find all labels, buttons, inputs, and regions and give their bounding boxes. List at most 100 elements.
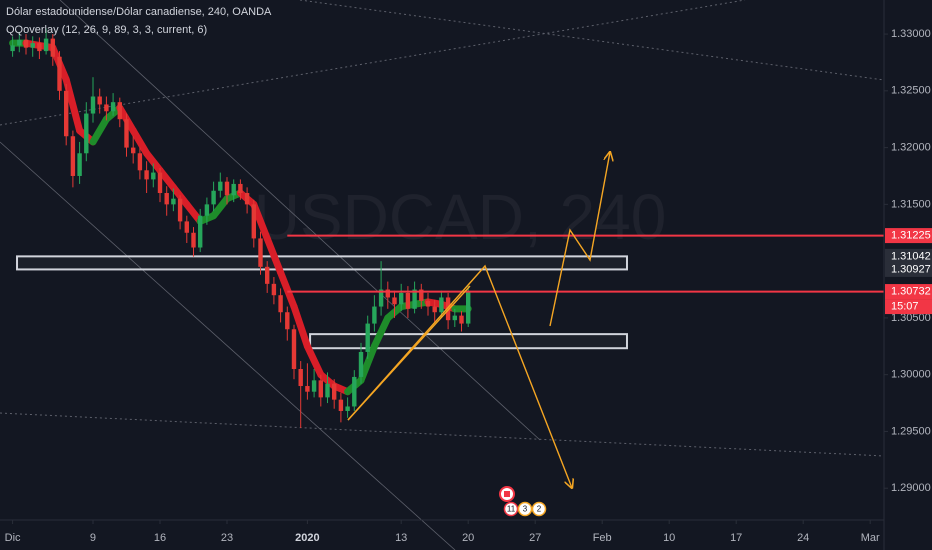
candle-body xyxy=(271,283,277,296)
channel-line xyxy=(0,141,456,550)
x-tick-label: Feb xyxy=(593,532,612,544)
candle-body xyxy=(110,102,116,112)
candle-body xyxy=(398,292,404,305)
y-tick-label: 1.31500 xyxy=(891,198,931,210)
x-tick-label: 23 xyxy=(221,532,233,544)
overlay-segment xyxy=(156,166,177,191)
candle-body xyxy=(318,380,323,398)
candle-body xyxy=(117,102,122,120)
y-tick-label: 1.32500 xyxy=(891,85,931,97)
candle-body xyxy=(445,297,451,321)
x-tick-label: 2020 xyxy=(295,532,319,544)
chart-title: Dólar estadounidense/Dólar canadiense, 2… xyxy=(6,6,272,18)
candle-body xyxy=(251,204,256,239)
candle-body xyxy=(43,38,49,52)
y-tick-label: 1.30000 xyxy=(891,369,931,381)
candle-body xyxy=(218,181,223,191)
y-tick-label: 1.32000 xyxy=(891,142,931,154)
candle-body xyxy=(419,289,424,301)
candle-body xyxy=(231,183,236,196)
x-tick-label: 24 xyxy=(797,532,809,544)
drawings xyxy=(0,0,885,550)
overlay-segment xyxy=(290,303,311,350)
candle-body xyxy=(459,315,464,324)
candle-body xyxy=(50,38,55,57)
candle-body xyxy=(104,104,109,112)
x-tick-label: 17 xyxy=(730,532,742,544)
arrow xyxy=(549,152,610,327)
overlay-segment xyxy=(370,314,392,350)
candle-body xyxy=(157,172,163,194)
candle-body xyxy=(244,193,250,205)
price-tag xyxy=(885,228,932,244)
overlay-segment xyxy=(210,195,231,220)
trend-line xyxy=(0,0,746,126)
event-count: 11 xyxy=(507,505,516,514)
candle-body xyxy=(151,172,156,180)
candle-body xyxy=(372,306,377,324)
arrow xyxy=(347,264,572,488)
candle-body xyxy=(144,170,149,180)
event-badge xyxy=(503,501,519,517)
overlay-segment xyxy=(277,268,298,311)
candle-body xyxy=(191,232,196,248)
x-tick-label: Mar xyxy=(861,532,880,544)
overlay-segment xyxy=(183,200,204,225)
candle-body xyxy=(465,291,471,324)
overlay-segment xyxy=(250,200,271,242)
candle-body xyxy=(311,380,317,392)
candle-body xyxy=(17,39,22,46)
candle-body xyxy=(378,289,384,307)
overlay-segment xyxy=(62,75,84,135)
price-tag-label: 1.30927 xyxy=(891,263,931,275)
candle-body xyxy=(211,190,216,205)
candle-body xyxy=(97,96,102,105)
overlay-segment xyxy=(263,234,285,276)
candle-body xyxy=(405,292,411,309)
channel-line xyxy=(59,0,541,441)
candle-body xyxy=(305,386,310,392)
candle-body xyxy=(184,221,189,233)
candle-body xyxy=(30,43,35,48)
candle-body xyxy=(57,56,62,91)
y-tick-label: 1.30500 xyxy=(891,312,931,324)
trend-line xyxy=(299,0,885,81)
x-tick-label: 27 xyxy=(529,532,541,544)
candle-body xyxy=(385,289,390,298)
candle-body xyxy=(264,266,270,284)
price-tag xyxy=(885,248,932,264)
price-tag xyxy=(885,284,932,300)
candle-body xyxy=(278,295,283,313)
x-tick-label: 9 xyxy=(90,532,96,544)
candle-body xyxy=(84,113,89,154)
candle-body xyxy=(63,90,69,137)
overlay-segment xyxy=(129,127,151,157)
plot-area xyxy=(9,28,884,429)
axes: 1.33000 1.32500 1.32000 1.31500 1.30500 1.300… xyxy=(5,28,932,544)
candle-body xyxy=(412,289,417,309)
candle-body xyxy=(23,39,29,48)
zone xyxy=(16,255,628,271)
candle-body xyxy=(77,153,82,176)
event-badge xyxy=(517,501,533,517)
indicator-legend: QQoverlay (12, 26, 9, 89, 3, 3, current,… xyxy=(6,24,207,36)
candle-body xyxy=(90,96,96,114)
event-count: 3 xyxy=(523,505,528,514)
price-tag-label: 1.31225 xyxy=(891,229,931,241)
candle-body xyxy=(238,183,243,194)
candle-body xyxy=(291,329,297,369)
x-tick-label: 10 xyxy=(663,532,675,544)
projection-arrows xyxy=(347,152,610,488)
x-tick-label: 13 xyxy=(395,532,407,544)
overlay-segment xyxy=(143,149,164,174)
price-tag xyxy=(885,261,932,277)
x-tick-label: 20 xyxy=(462,532,474,544)
candle-body xyxy=(130,147,136,154)
y-tick-label: 1.29000 xyxy=(891,482,931,494)
candle-body xyxy=(10,45,15,52)
candle-body xyxy=(37,43,42,52)
overlay-segment xyxy=(89,115,110,146)
candle-body xyxy=(331,383,337,400)
